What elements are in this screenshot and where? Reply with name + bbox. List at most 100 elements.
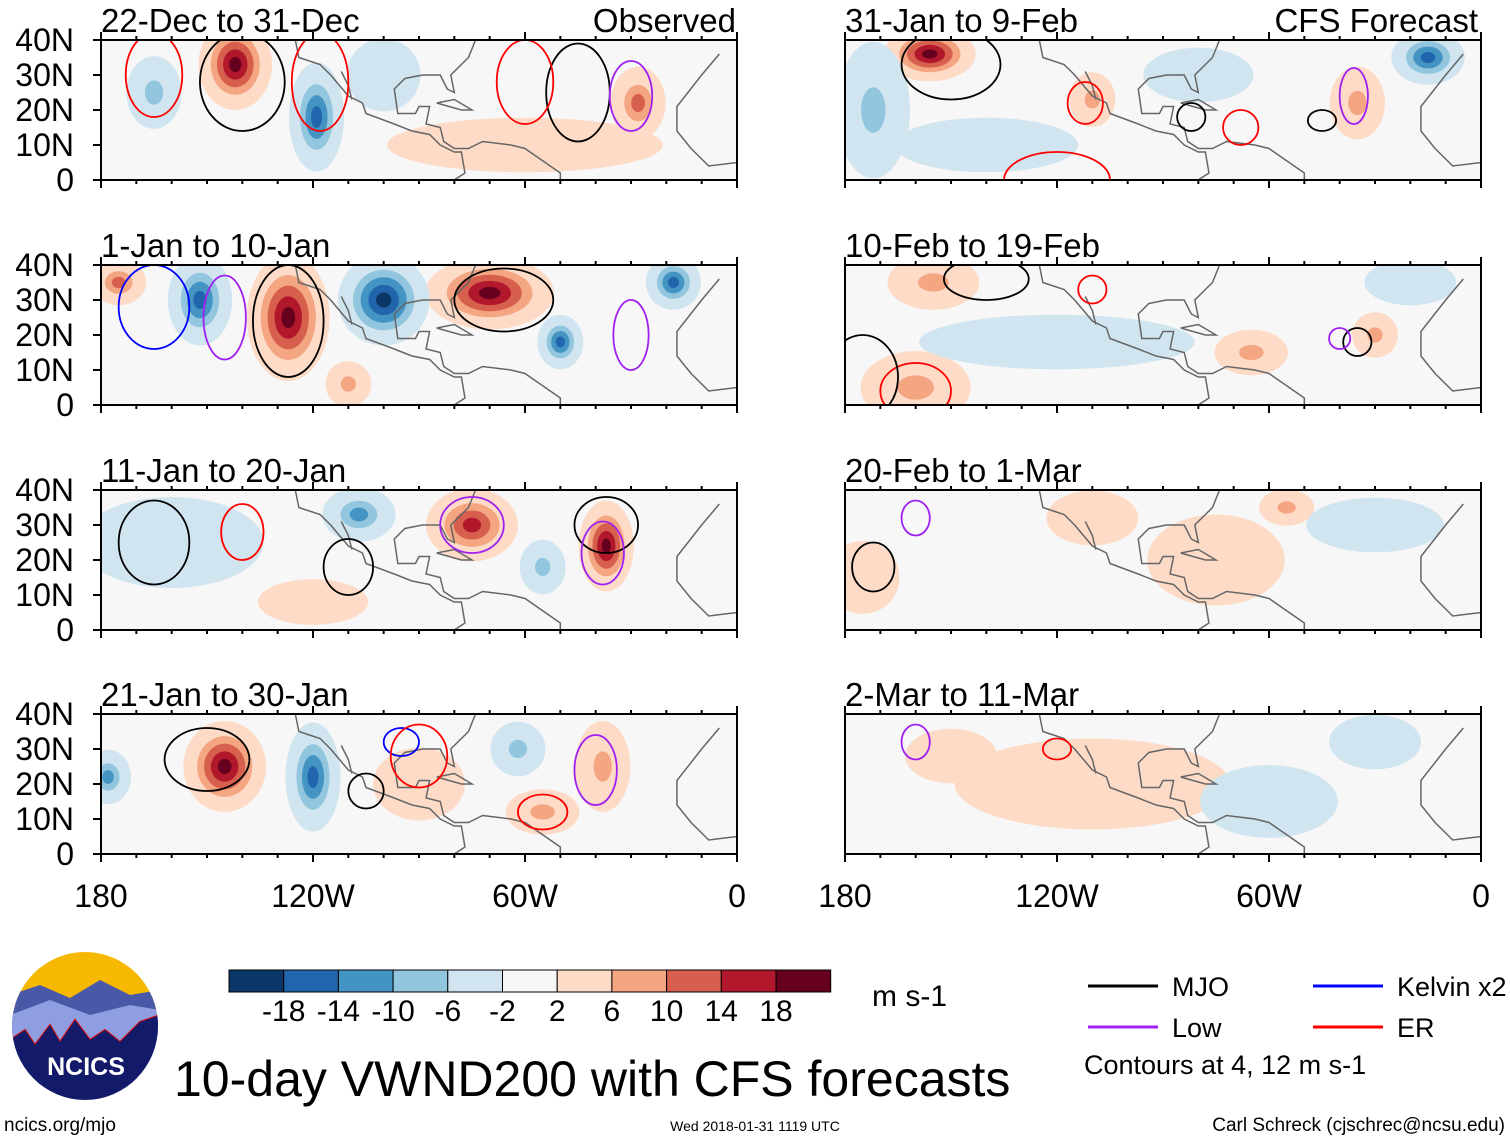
lon-label: 120W (271, 878, 355, 914)
coastline-africa (676, 278, 737, 392)
lon-label: 180 (818, 878, 871, 914)
contour-er (879, 362, 952, 405)
anomaly-shading (1023, 761, 1162, 807)
anomaly-shading (928, 742, 974, 770)
anomaly-shading (1277, 501, 1296, 514)
anomaly-shading (376, 292, 392, 308)
panel-title: 22-Dec to 31-Dec (101, 2, 360, 39)
colorbar-label: 2 (549, 995, 566, 1028)
lat-label: 10N (15, 127, 74, 163)
coastline-americas (294, 490, 562, 630)
colorbar-label: -14 (317, 995, 360, 1028)
anomaly-shading (1084, 90, 1100, 109)
map-area (101, 40, 737, 180)
map-area (101, 714, 737, 854)
contour-er (1003, 151, 1111, 180)
contour-low (202, 274, 247, 361)
anomaly-shading (311, 106, 323, 128)
contour-low (900, 499, 931, 537)
lat-label: 10N (15, 577, 74, 613)
coastline-africa (1420, 503, 1481, 617)
contour-mjo (453, 267, 555, 333)
coastline-baja (340, 296, 353, 325)
coastline-baja (340, 745, 353, 774)
coastline-africa (1420, 53, 1481, 167)
coastline-baja (1084, 71, 1097, 100)
colorbar-label: 14 (705, 995, 738, 1028)
forecast-label: CFS Forecast (1274, 2, 1478, 39)
colorbar-swatch (720, 969, 777, 993)
colorbar-swatch (556, 969, 613, 993)
legend-label: Kelvin x2 (1397, 972, 1507, 1002)
colorbar-swatch (337, 969, 394, 993)
map-area (101, 265, 737, 405)
coastline-africa (676, 727, 737, 841)
panel-10-feb-to-19-feb: 10-Feb to 19-Feb (844, 227, 1482, 413)
contour-low (1338, 67, 1369, 125)
coastline-americas (294, 265, 562, 405)
coastline-cuba (1180, 98, 1219, 111)
legend-label: MJO (1172, 972, 1229, 1002)
legend: MJO Kelvin x2 Low ER (1088, 972, 1507, 1043)
anomaly-shading (111, 276, 126, 289)
footer-url[interactable]: ncics.org/mjo (4, 1115, 116, 1136)
anomaly-shading (631, 93, 645, 113)
anomaly-shading (281, 306, 296, 329)
panel-31-jan-to-9-feb: 31-Jan to 9-Feb (844, 2, 1482, 188)
contour-mjo (252, 265, 325, 378)
map-area (845, 714, 1481, 854)
anomaly-shading (462, 517, 482, 533)
lat-label: 20N (15, 542, 74, 578)
contour-low (573, 734, 618, 806)
anomaly-shading (861, 87, 886, 133)
contour-er (1066, 81, 1104, 125)
coastline-cuba (1180, 548, 1219, 561)
anomaly-shading (1352, 728, 1398, 756)
lat-label: 20N (15, 92, 74, 128)
coastline-cuba (1180, 323, 1219, 336)
contour-er (1222, 109, 1260, 146)
anomaly-shading (1170, 61, 1226, 89)
contour-er (1041, 737, 1073, 761)
contour-low (608, 60, 654, 132)
anomaly-shading (988, 328, 1126, 356)
lat-label: 40N (15, 472, 74, 508)
panel-title: 10-Feb to 19-Feb (845, 227, 1100, 264)
colorbar-units: m s-1 (872, 980, 947, 1013)
lat-label: 30N (15, 507, 74, 543)
colorbar-swatch (283, 969, 339, 993)
contour-mjo (347, 772, 385, 810)
panel-20-feb-to-1-mar: 20-Feb to 1-Mar (844, 452, 1482, 638)
lat-label: 0 (56, 162, 74, 198)
contour-mjo (163, 727, 251, 792)
coastline-americas (1038, 714, 1306, 854)
map-area (845, 265, 1481, 405)
lon-label: 120W (1015, 878, 1099, 914)
anomaly-shading (845, 559, 882, 596)
contour-low (612, 299, 650, 371)
anomaly-shading (285, 590, 341, 614)
lon-label: 0 (1472, 878, 1490, 914)
contour-note: Contours at 4, 12 m s-1 (1084, 1050, 1366, 1080)
anomaly-shading (125, 519, 218, 566)
lat-label: 40N (15, 247, 74, 283)
anomaly-shading (1348, 90, 1367, 116)
coastline-cuba (436, 98, 475, 111)
anomaly-shading (667, 277, 679, 288)
anomaly-shading (193, 290, 207, 310)
colorbar-label: 18 (759, 995, 792, 1028)
lat-label: 30N (15, 731, 74, 767)
anomaly-shading (102, 770, 114, 784)
observed-label: Observed (593, 2, 736, 39)
contour-mjo (199, 40, 286, 132)
anomaly-shading (456, 131, 594, 159)
lat-label: 20N (15, 766, 74, 802)
colorbar-label: -10 (371, 995, 414, 1028)
lat-label: 30N (15, 57, 74, 93)
contour-mjo (1306, 109, 1338, 132)
anomaly-shading (1239, 344, 1264, 361)
